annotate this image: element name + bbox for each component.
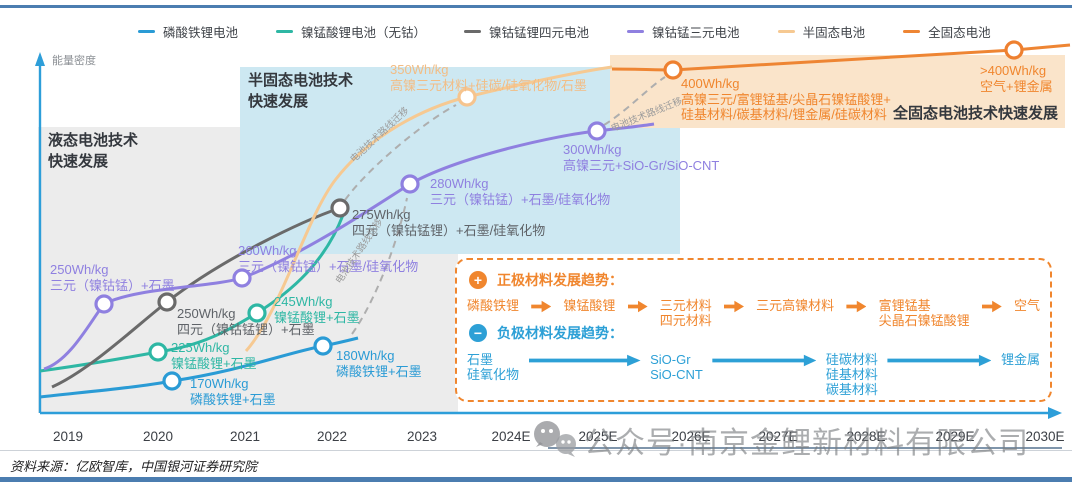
region-title-all-solid: 全固态电池技术快速发展 [893, 105, 1059, 122]
x-tick-label: 2021 [229, 429, 261, 444]
x-tick-label: 2030E [1025, 429, 1065, 444]
anode-trend-header: − 负极材料发展趋势： [469, 323, 623, 343]
legend-item: 镍钴锰三元电池 [627, 22, 740, 41]
right-arrow-icon [531, 300, 552, 313]
data-point-label: 260Wh/kg 三元（镍钴锰）+石墨/硅氧化物 [238, 243, 419, 274]
material-chain-item: 空气 [1013, 298, 1040, 313]
legend-swatch-icon [138, 30, 155, 33]
data-point-label: 280Wh/kg 三元（镍钴锰）+石墨/硅氧化物 [430, 176, 611, 207]
data-point-label: 250Wh/kg 三元（镍钴锰）+石墨 [50, 262, 175, 293]
cathode-trend-header: + 正极材料发展趋势： [469, 270, 623, 290]
legend-label: 全固态电池 [928, 26, 991, 40]
right-arrow-icon [981, 300, 1002, 313]
data-point-label: 400Wh/kg 高镍三元/富锂锰基/尖晶石镍锰酸锂+ 硅基材料/碳基材料/锂金属/… [681, 76, 891, 122]
top-rule [0, 5, 1072, 8]
x-tick-label: 2020 [142, 429, 174, 444]
legend-label: 镍锰酸锂电池（无钴） [301, 26, 427, 40]
x-tick-label: 2019 [52, 429, 84, 444]
y-axis-arrow-icon [35, 52, 45, 66]
x-axis-arrow-icon [1048, 407, 1062, 419]
data-point-label: 180Wh/kg 磷酸铁锂+石墨 [336, 348, 422, 379]
right-arrow-icon [712, 354, 817, 367]
material-chain-item: 镍锰酸锂 [563, 298, 616, 313]
legend-label: 磷酸铁锂电池 [163, 26, 239, 40]
watermark-text: 公众号·南京金鲤新材料有限公司 [584, 427, 1029, 460]
legend-swatch-icon [276, 30, 294, 33]
watermark: 公众号·南京金鲤新材料有限公司 [530, 417, 1029, 463]
chart-legend: 磷酸铁锂电池 镍锰酸锂电池（无钴） 镍钴锰锂四元电池 镍钴锰三元电池 半固态电池 全固态电… [138, 22, 991, 41]
material-trend-box: + 正极材料发展趋势： 磷酸铁锂 镍锰酸锂 三元材料 四元材料 三元高镍材料 富锂锰基 尖晶… [455, 258, 1052, 402]
legend-label: 镍钴锰锂四元电池 [489, 26, 590, 40]
material-chain-item: 磷酸铁锂 [467, 298, 520, 313]
wechat-icon [534, 421, 576, 457]
x-tick-label: 2028E [846, 429, 886, 444]
x-tick-label: 2027E [758, 429, 798, 444]
material-chain-item: 三元材料 四元材料 [659, 298, 712, 328]
source-note: 资料来源：亿欧智库，中国银河证券研究院 [10, 459, 258, 474]
x-tick-label: 2024E [491, 429, 531, 444]
legend-item: 磷酸铁锂电池 [138, 22, 238, 41]
legend-swatch-icon [903, 30, 921, 33]
x-tick-label: 2025E [578, 429, 618, 444]
material-chain-item: SiO-Gr SiO-CNT [650, 352, 703, 382]
right-arrow-icon [627, 300, 648, 313]
legend-swatch-icon [464, 30, 482, 33]
x-tick-label: 2029E [935, 429, 975, 444]
data-point-label: 225Wh/kg 镍锰酸锂+石墨 [171, 340, 257, 371]
right-arrow-icon [723, 300, 744, 313]
region-title-semi-solid: 半固态电池技术 快速发展 [248, 72, 354, 110]
watermark-rule [548, 447, 1062, 449]
data-point-label: >400Wh/kg 空气+锂金属 [980, 63, 1053, 94]
legend-item: 半固态电池 [777, 22, 866, 41]
minus-icon: − [469, 324, 487, 342]
legend-swatch-icon [777, 30, 795, 33]
x-tick-label: 2026E [671, 429, 711, 444]
material-chain-item: 富锂锰基 尖晶石镍锰酸锂 [878, 298, 970, 328]
legend-label: 半固态电池 [802, 26, 866, 40]
anode-trend-title: 负极材料发展趋势： [497, 325, 623, 341]
right-arrow-icon [846, 300, 867, 313]
x-tick-label: 2022 [316, 429, 348, 444]
material-chain-item: 三元高镍材料 [756, 298, 835, 313]
right-arrow-icon [528, 354, 641, 367]
legend-swatch-icon [627, 30, 645, 33]
data-point-label: 170Wh/kg 磷酸铁锂+石墨 [190, 376, 276, 407]
data-point-label: 350Wh/kg 高镍三元材料+硅碳/硅氧化物/石墨 [390, 62, 587, 93]
material-chain-item: 锂金属 [1000, 352, 1040, 367]
divider-rule [0, 450, 1072, 451]
legend-item: 镍锰酸锂电池（无钴） [276, 22, 426, 41]
y-axis-label: 能量密度 [52, 55, 96, 67]
cathode-trend-title: 正极材料发展趋势： [497, 272, 623, 288]
plus-icon: + [469, 271, 487, 289]
x-tick-label: 2023 [406, 429, 438, 444]
data-point-label: 245Wh/kg 镍锰酸锂+石墨 [274, 294, 360, 325]
region-title-liquid: 液态电池技术 快速发展 [48, 132, 139, 170]
legend-label: 镍钴锰三元电池 [652, 26, 740, 40]
legend-item: 镍钴锰锂四元电池 [464, 22, 589, 41]
material-chain-item: 硅碳材料 硅基材料 碳基材料 [825, 352, 878, 397]
bottom-rule [0, 477, 1072, 482]
material-chain-item: 石墨 硅氧化物 [467, 352, 520, 382]
data-point-label: 300Wh/kg 高镍三元+SiO-Gr/SiO-CNT [563, 142, 720, 173]
legend-item: 全固态电池 [903, 22, 991, 41]
right-arrow-icon [887, 354, 992, 367]
anode-material-chain: 石墨 硅氧化物 SiO-Gr SiO-CNT 硅碳材料 硅基材料 碳基材料 锂金属 [467, 352, 1040, 397]
